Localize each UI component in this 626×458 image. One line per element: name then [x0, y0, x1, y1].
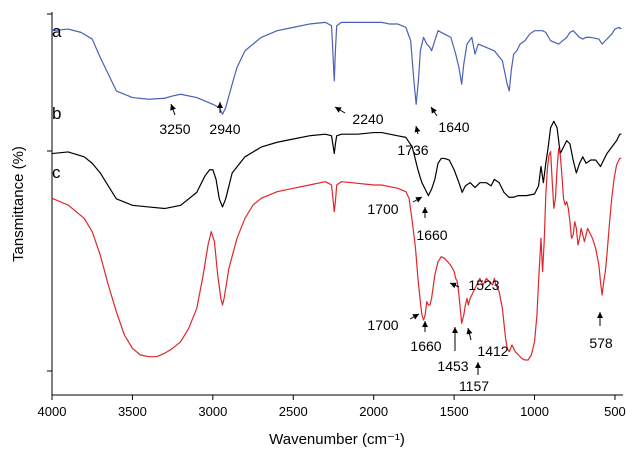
- annotation-label: 1700: [367, 317, 398, 333]
- x-ticks: 4000 3500 3000 2500 2000 1500 1000 500: [38, 395, 626, 419]
- annotation-label: 1412: [477, 343, 508, 359]
- annotation-label: 3250: [159, 121, 190, 137]
- annotation-arrowhead: [597, 312, 603, 318]
- peak-annotations: 3250 2940 2240 1736 1640 1700 1660 1700 1660 1523…: [159, 102, 613, 394]
- annotation-c-1700: 1700: [367, 313, 420, 333]
- annotation-b-1660: 1660: [416, 207, 448, 243]
- annotation-arrowhead: [431, 107, 437, 114]
- x-tick-label-2500: 2500: [279, 404, 308, 419]
- series-a-label: a: [52, 22, 62, 41]
- x-tick-label-3000: 3000: [198, 404, 227, 419]
- annotation-arrowhead: [335, 107, 342, 113]
- axes: [47, 12, 623, 396]
- series-b-line: [51, 120, 622, 210]
- annotation-arrowhead: [475, 362, 481, 368]
- series-a-line: [51, 21, 622, 115]
- annotation-label: 578: [589, 335, 613, 351]
- annotation-label: 1736: [397, 142, 428, 158]
- annotation-label: 1700: [367, 201, 398, 217]
- annotation-c-1523: 1523: [449, 277, 500, 293]
- annotation-c-1157: 1157: [459, 362, 489, 394]
- annotation-label: 1453: [437, 358, 468, 374]
- annotation-label: 1660: [410, 338, 441, 354]
- annotation-arrowhead: [415, 197, 422, 203]
- annotation-c-1660: 1660: [410, 321, 442, 354]
- annotation-a-1640: 1640: [430, 106, 470, 135]
- annotation-label: 1640: [438, 119, 469, 135]
- x-tick-label-500: 500: [604, 404, 626, 419]
- annotation-c-1453: 1453: [437, 327, 469, 374]
- series-c-label: c: [52, 163, 61, 182]
- annotation-arrowhead: [466, 328, 473, 335]
- annotation-arrowhead: [422, 321, 428, 327]
- annotation-c-1412: 1412: [466, 327, 509, 359]
- annotation-arrowhead: [217, 102, 223, 108]
- spectra: [51, 21, 622, 361]
- annotation-label: 1523: [468, 277, 499, 293]
- annotation-arrowhead: [414, 126, 421, 133]
- annotation-c-578: 578: [589, 312, 613, 351]
- series-b-label: b: [52, 104, 61, 123]
- annotation-a-2240: 2240: [334, 106, 384, 127]
- x-tick-label-1500: 1500: [440, 404, 469, 419]
- x-tick-label-2000: 2000: [359, 404, 388, 419]
- annotation-label: 1157: [459, 378, 489, 394]
- annotation-a-2940: 2940: [209, 102, 241, 137]
- annotation-label: 1660: [416, 227, 447, 243]
- series-c-line: [51, 147, 622, 361]
- annotation-b-1700: 1700: [367, 196, 423, 217]
- annotation-arrowhead: [450, 282, 457, 289]
- annotation-arrowhead: [170, 104, 176, 111]
- annotation-arrowhead: [422, 207, 428, 213]
- annotation-arrowhead: [452, 327, 458, 333]
- x-axis-title: Wavenumber (cm⁻¹): [269, 431, 405, 448]
- annotation-label: 2940: [209, 121, 240, 137]
- y-axis-title: Tansmittance (%): [10, 146, 27, 262]
- annotation-arrowhead: [412, 314, 419, 320]
- annotation-a-3250: 3250: [159, 103, 191, 137]
- x-tick-label-1000: 1000: [520, 404, 549, 419]
- annotation-a-1736: 1736: [397, 125, 429, 158]
- series-labels: a b c: [52, 22, 62, 182]
- annotation-label: 2240: [352, 111, 383, 127]
- x-tick-label-4000: 4000: [38, 404, 67, 419]
- x-tick-label-3500: 3500: [118, 404, 147, 419]
